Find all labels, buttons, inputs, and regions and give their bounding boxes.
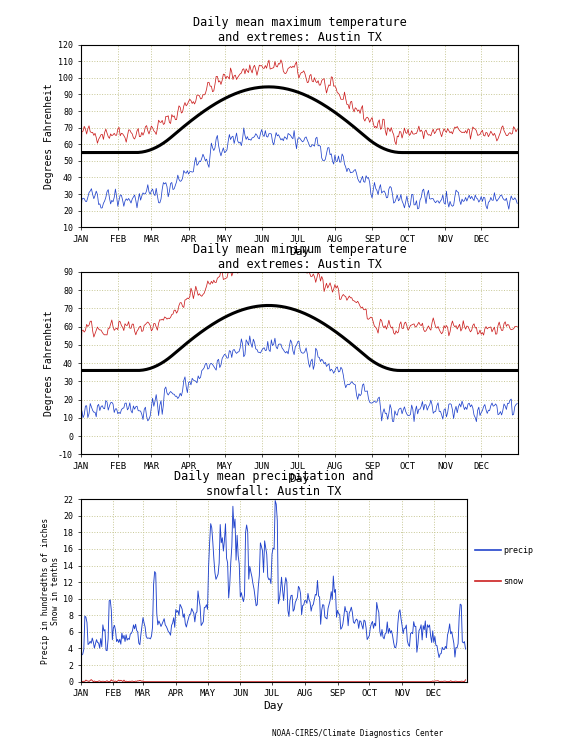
X-axis label: Day: Day [289,247,310,256]
Title: Daily mean minimum temperature
and extremes: Austin TX: Daily mean minimum temperature and extre… [192,243,407,270]
Text: snow: snow [503,577,523,586]
Title: Daily mean precipitation and
snowfall: Austin TX: Daily mean precipitation and snowfall: A… [174,470,373,498]
Y-axis label: Degrees Fahrenheit: Degrees Fahrenheit [44,311,54,416]
Y-axis label: Precip in hundredths of inches
Snow in tenths: Precip in hundredths of inches Snow in t… [41,517,60,664]
X-axis label: Day: Day [289,474,310,484]
X-axis label: Day: Day [263,701,284,711]
Text: precip: precip [503,546,533,555]
Title: Daily mean maximum temperature
and extremes: Austin TX: Daily mean maximum temperature and extre… [192,16,407,43]
Y-axis label: Degrees Fahrenheit: Degrees Fahrenheit [44,83,54,188]
Text: NOAA-CIRES/Climate Diagnostics Center: NOAA-CIRES/Climate Diagnostics Center [271,729,443,738]
